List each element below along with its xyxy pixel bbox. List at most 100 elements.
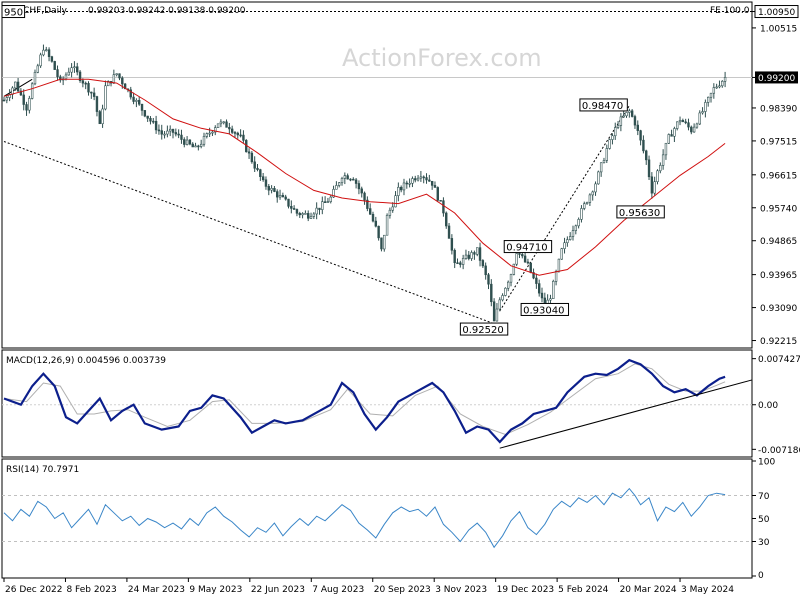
candle-body xyxy=(354,179,358,184)
candle-body xyxy=(639,130,642,141)
candle-body xyxy=(594,183,597,193)
candle-body xyxy=(228,127,231,130)
candle-body xyxy=(630,110,634,117)
candle-body xyxy=(25,104,28,111)
candle-body xyxy=(399,186,403,191)
candle-body xyxy=(281,195,285,198)
candle-body xyxy=(152,120,155,123)
x-axis: 26 Dec 2022 8 Feb 2023 24 Mar 2023 9 May 20… xyxy=(3,578,734,595)
x-tick-label: 19 Dec 2023 xyxy=(497,585,555,595)
candle-body xyxy=(214,127,217,133)
candle-body xyxy=(405,182,409,185)
candle-body xyxy=(59,76,62,81)
candle-body xyxy=(681,120,685,123)
rsi-title: RSI(14) 70.7971 xyxy=(6,465,79,475)
candle-body xyxy=(377,225,380,239)
fe-label: FE 100.0 xyxy=(710,6,750,16)
candle-body xyxy=(171,128,175,133)
candle-body xyxy=(461,258,465,265)
candle-body xyxy=(619,116,623,126)
candle-body xyxy=(253,161,256,169)
candle-body xyxy=(45,49,48,52)
candle-body xyxy=(670,134,673,137)
candle-body xyxy=(450,238,454,251)
rally-projection-dotted-line xyxy=(499,105,630,312)
candle-body xyxy=(383,234,386,250)
candle-body xyxy=(667,134,670,144)
candle-body xyxy=(84,82,87,85)
candle-body xyxy=(292,208,296,210)
candle-body xyxy=(428,179,431,182)
candle-body xyxy=(560,248,563,260)
macd-y-tick-label: -0.007186 xyxy=(758,446,800,456)
rsi-y-axis: 100 70 50 30 0 xyxy=(2,458,775,581)
candle-body xyxy=(723,77,727,82)
price-y-tick-label: 1.00515 xyxy=(760,24,797,34)
candle-body xyxy=(138,100,141,105)
candle-body xyxy=(298,212,301,216)
candle-body xyxy=(166,130,169,135)
candle-body xyxy=(608,139,611,149)
candle-body xyxy=(419,176,423,179)
price-y-tick-label: 0.97515 xyxy=(760,137,797,147)
candle-body xyxy=(22,94,25,105)
candle-body xyxy=(39,54,42,67)
candle-body xyxy=(653,181,656,194)
candle-body xyxy=(70,67,73,73)
candle-body xyxy=(422,176,425,179)
candle-body xyxy=(115,73,118,76)
candle-body xyxy=(174,132,178,135)
candle-body xyxy=(90,91,93,94)
watermark-text: ActionForex.com xyxy=(342,44,542,72)
macd-y-tick-label: 0.00 xyxy=(758,401,778,411)
candle-body xyxy=(53,61,56,70)
candle-body xyxy=(602,160,606,164)
candle-body xyxy=(177,133,180,136)
candle-body xyxy=(645,150,648,161)
candle-body xyxy=(487,274,490,285)
candle-body xyxy=(2,99,6,102)
candle-body xyxy=(411,178,414,184)
price-y-tick-label: 0.98390 xyxy=(760,104,797,114)
candle-body xyxy=(276,191,279,198)
price-annotation-box xyxy=(616,205,665,219)
candle-body xyxy=(81,80,85,84)
candle-body xyxy=(647,159,651,178)
candle-body xyxy=(523,255,527,263)
candle-body xyxy=(664,142,668,156)
candle-body xyxy=(157,129,161,132)
candle-body xyxy=(135,100,138,102)
x-tick-label: 8 Feb 2023 xyxy=(66,585,116,595)
candle-body xyxy=(191,143,194,148)
candle-body xyxy=(605,148,608,161)
candle-body xyxy=(312,213,316,217)
candle-body xyxy=(307,213,310,219)
candle-body xyxy=(33,71,37,85)
rsi-y-tick-label: 70 xyxy=(758,492,770,502)
candle-body xyxy=(87,83,90,93)
price-y-tick-label: 0.92215 xyxy=(760,337,797,347)
candle-body xyxy=(408,182,411,185)
candle-body xyxy=(580,208,583,220)
candle-body xyxy=(160,130,163,135)
candle-body xyxy=(495,308,499,322)
macd-y-axis: 0.007427 0.00 -0.007186 xyxy=(2,355,800,456)
current-price-label: 0.99200 xyxy=(758,74,795,84)
candle-body xyxy=(566,239,569,244)
candlestick-series xyxy=(2,44,727,322)
price-annotation-label: 0.92520 xyxy=(462,325,503,336)
sma-line xyxy=(3,78,726,276)
candle-body xyxy=(363,192,366,201)
macd-line xyxy=(3,358,726,444)
candle-body xyxy=(332,188,335,198)
candle-body xyxy=(92,92,96,97)
price-annotation-label: 0.94710 xyxy=(506,243,547,254)
candle-body xyxy=(563,242,566,249)
candle-body xyxy=(715,86,718,89)
candle-body xyxy=(577,219,580,227)
candle-body xyxy=(104,85,107,110)
candle-body xyxy=(360,188,363,194)
candle-body xyxy=(78,71,82,81)
candle-body xyxy=(216,123,220,128)
